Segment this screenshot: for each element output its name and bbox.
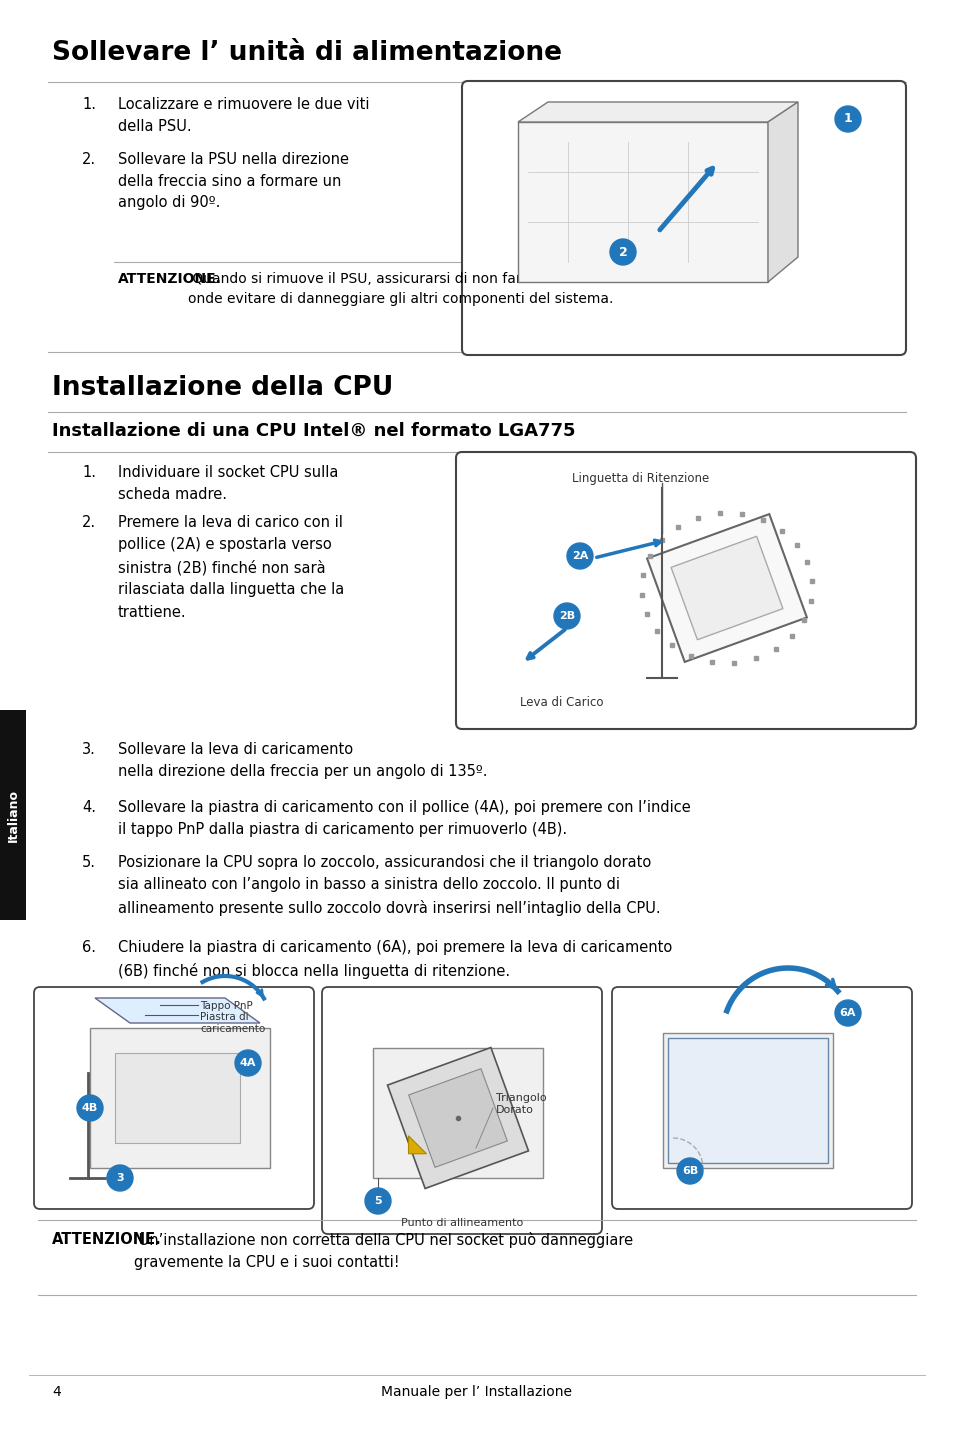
Text: ATTENZIONE.: ATTENZIONE. bbox=[118, 272, 222, 286]
Polygon shape bbox=[408, 1136, 426, 1153]
Text: 4B: 4B bbox=[82, 1103, 98, 1113]
Text: 2.: 2. bbox=[82, 515, 96, 531]
Text: 5: 5 bbox=[374, 1196, 381, 1206]
Text: Sollevare la piastra di caricamento con il pollice (4A), poi premere con l’indic: Sollevare la piastra di caricamento con … bbox=[118, 800, 690, 837]
Text: 1: 1 bbox=[842, 112, 851, 125]
Text: Sollevare l’ unità di alimentazione: Sollevare l’ unità di alimentazione bbox=[52, 40, 561, 66]
Circle shape bbox=[609, 239, 636, 265]
Text: Piastra di
caricamento: Piastra di caricamento bbox=[200, 1012, 265, 1034]
Text: Localizzare e rimuovere le due viti
della PSU.: Localizzare e rimuovere le due viti dell… bbox=[118, 96, 369, 134]
Text: Chiudere la piastra di caricamento (6A), poi premere la leva di caricamento
(6B): Chiudere la piastra di caricamento (6A),… bbox=[118, 940, 672, 979]
Text: 2: 2 bbox=[618, 246, 627, 259]
Text: Punto di allineamento: Punto di allineamento bbox=[400, 1218, 522, 1228]
Polygon shape bbox=[667, 1038, 827, 1163]
FancyBboxPatch shape bbox=[456, 452, 915, 729]
Text: Installazione di una CPU Intel® nel formato LGA775: Installazione di una CPU Intel® nel form… bbox=[52, 421, 575, 440]
Text: 4.: 4. bbox=[82, 800, 96, 815]
Polygon shape bbox=[517, 122, 767, 282]
Polygon shape bbox=[95, 998, 260, 1022]
Text: 4: 4 bbox=[52, 1385, 61, 1399]
Text: Individuare il socket CPU sulla
scheda madre.: Individuare il socket CPU sulla scheda m… bbox=[118, 464, 338, 502]
Circle shape bbox=[566, 544, 593, 569]
Text: 2A: 2A bbox=[571, 551, 588, 561]
Circle shape bbox=[677, 1158, 702, 1183]
Text: Premere la leva di carico con il
pollice (2A) e spostarla verso
sinistra (2B) fi: Premere la leva di carico con il pollice… bbox=[118, 515, 344, 620]
Text: Un’installazione non corretta della CPU nel socket può danneggiare
gravemente la: Un’installazione non corretta della CPU … bbox=[133, 1232, 633, 1270]
FancyBboxPatch shape bbox=[322, 986, 601, 1234]
Text: 6A: 6A bbox=[839, 1008, 856, 1018]
FancyBboxPatch shape bbox=[612, 986, 911, 1209]
Text: Installazione della CPU: Installazione della CPU bbox=[52, 375, 393, 401]
Polygon shape bbox=[517, 102, 797, 122]
Text: 6.: 6. bbox=[82, 940, 96, 955]
FancyBboxPatch shape bbox=[0, 710, 26, 920]
Text: 1.: 1. bbox=[82, 464, 96, 480]
Polygon shape bbox=[115, 1053, 240, 1143]
Text: Sollevare la PSU nella direzione
della freccia sino a formare un
angolo di 90º.: Sollevare la PSU nella direzione della f… bbox=[118, 152, 349, 210]
Text: Triangolo
Dorato: Triangolo Dorato bbox=[496, 1093, 546, 1116]
Polygon shape bbox=[387, 1047, 528, 1188]
Polygon shape bbox=[408, 1068, 507, 1168]
Circle shape bbox=[834, 106, 861, 132]
Text: Manuale per l’ Installazione: Manuale per l’ Installazione bbox=[381, 1385, 572, 1399]
Circle shape bbox=[77, 1094, 103, 1122]
Text: Quando si rimuove il PSU, assicurarsi di non farlo cadere
onde evitare di danneg: Quando si rimuove il PSU, assicurarsi di… bbox=[188, 272, 613, 306]
Text: Posizionare la CPU sopra lo zoccolo, assicurandosi che il triangolo dorato
sia a: Posizionare la CPU sopra lo zoccolo, ass… bbox=[118, 856, 659, 916]
Text: 3: 3 bbox=[116, 1173, 124, 1183]
Text: Tappo PnP: Tappo PnP bbox=[200, 1001, 253, 1011]
Text: 6B: 6B bbox=[681, 1166, 698, 1176]
Circle shape bbox=[365, 1188, 391, 1214]
FancyBboxPatch shape bbox=[34, 986, 314, 1209]
Polygon shape bbox=[373, 1048, 542, 1178]
FancyBboxPatch shape bbox=[461, 81, 905, 355]
Text: 2B: 2B bbox=[558, 611, 575, 621]
Text: 2.: 2. bbox=[82, 152, 96, 167]
Polygon shape bbox=[767, 102, 797, 282]
Text: Leva di Carico: Leva di Carico bbox=[519, 696, 603, 709]
Polygon shape bbox=[662, 1032, 832, 1168]
Text: Sollevare la leva di caricamento
nella direzione della freccia per un angolo di : Sollevare la leva di caricamento nella d… bbox=[118, 742, 487, 779]
Circle shape bbox=[107, 1165, 132, 1191]
Circle shape bbox=[834, 999, 861, 1025]
Polygon shape bbox=[90, 1028, 270, 1168]
Polygon shape bbox=[670, 536, 782, 640]
Polygon shape bbox=[646, 515, 806, 661]
Text: 1.: 1. bbox=[82, 96, 96, 112]
Circle shape bbox=[234, 1050, 261, 1076]
Text: ATTENZIONE.: ATTENZIONE. bbox=[52, 1232, 162, 1247]
Text: 4A: 4A bbox=[239, 1058, 256, 1068]
Text: 3.: 3. bbox=[82, 742, 95, 756]
Text: Linguetta di Ritenzione: Linguetta di Ritenzione bbox=[572, 472, 708, 485]
Text: Italiano: Italiano bbox=[7, 788, 19, 841]
Circle shape bbox=[554, 603, 579, 628]
Text: 5.: 5. bbox=[82, 856, 96, 870]
